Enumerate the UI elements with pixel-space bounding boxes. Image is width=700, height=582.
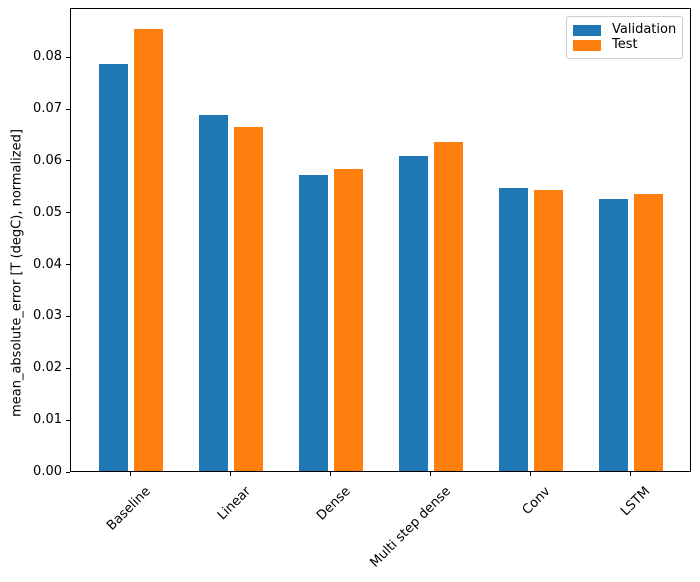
bar-conv-validation <box>499 188 528 471</box>
y-tick-mark <box>66 212 70 214</box>
y-tick-label: 0.01 <box>33 412 62 428</box>
y-tick-mark <box>66 108 70 110</box>
y-tick-mark <box>66 471 70 473</box>
bar-dense-test <box>334 168 363 471</box>
y-tick-mark <box>66 419 70 421</box>
y-tick-label: 0.03 <box>33 308 62 324</box>
legend-swatch-test <box>573 39 601 51</box>
y-tick-mark <box>66 367 70 369</box>
x-tick-mark <box>530 472 531 476</box>
x-tick-label-multi-step-dense: Multi step dense <box>367 484 454 571</box>
legend-item-test: Test <box>573 38 674 52</box>
y-tick-mark <box>66 56 70 58</box>
bar-dense-validation <box>299 174 328 471</box>
bar-linear-test <box>234 127 263 471</box>
bar-baseline-validation <box>99 64 128 471</box>
legend-label: Test <box>612 37 638 52</box>
x-tick-label-dense: Dense <box>313 484 354 524</box>
bar-lstm-validation <box>599 199 628 471</box>
x-tick-label-conv: Conv <box>519 484 554 518</box>
y-tick-label: 0.08 <box>33 49 62 65</box>
x-tick-mark <box>630 472 631 476</box>
y-tick-label: 0.04 <box>33 256 62 272</box>
x-tick-mark <box>130 472 131 476</box>
legend-swatch-validation <box>573 24 601 36</box>
x-tick-label-lstm: LSTM <box>618 484 654 520</box>
y-tick-mark <box>66 264 70 266</box>
y-tick-mark <box>66 160 70 162</box>
bar-baseline-test <box>134 29 163 471</box>
x-tick-label-baseline: Baseline <box>104 484 154 534</box>
y-tick-label: 0.05 <box>33 204 62 220</box>
x-tick-mark <box>430 472 431 476</box>
bar-linear-validation <box>199 115 228 471</box>
plot-area <box>70 8 691 472</box>
bar-multi-step-dense-test <box>434 142 463 471</box>
legend: Validation Test <box>566 16 683 59</box>
bar-multi-step-dense-validation <box>399 156 428 471</box>
y-tick-label: 0.07 <box>33 101 62 117</box>
x-tick-mark <box>230 472 231 476</box>
legend-label: Validation <box>612 22 677 37</box>
x-tick-mark <box>330 472 331 476</box>
y-tick-label: 0.02 <box>33 360 62 376</box>
legend-item-validation: Validation <box>573 22 677 37</box>
y-tick-mark <box>66 315 70 317</box>
y-tick-label: 0.00 <box>33 464 62 479</box>
x-tick-label-linear: Linear <box>214 484 254 524</box>
y-tick-label: 0.06 <box>33 152 62 168</box>
bar-conv-test <box>534 189 563 471</box>
bar-lstm-test <box>634 194 663 471</box>
